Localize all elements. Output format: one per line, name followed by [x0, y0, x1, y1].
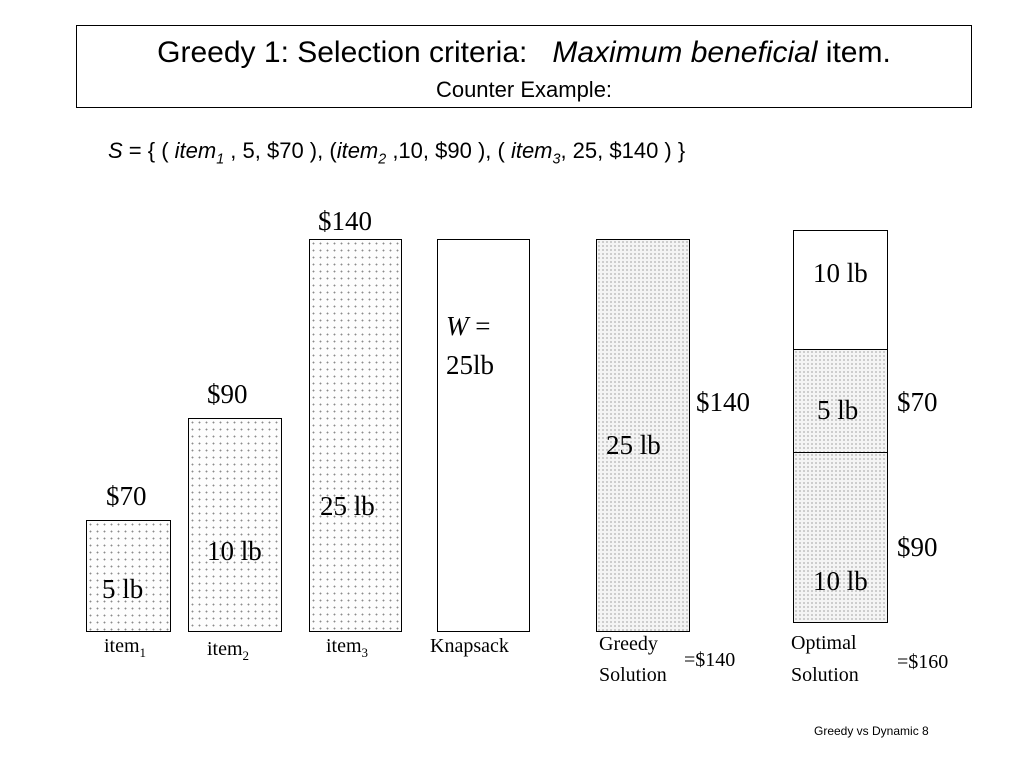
item2-weight: 10 lb: [207, 536, 262, 566]
knapsack-capacity-var: W =: [446, 311, 491, 341]
item1-sub: 1: [216, 151, 225, 168]
greedy-weight: 25 lb: [606, 430, 661, 460]
optimal-bottom-value: $90: [897, 532, 938, 562]
greedy-box: [596, 239, 690, 632]
item2-caption: item2: [207, 638, 250, 663]
set-open: = { (: [122, 138, 175, 163]
optimal-bottom-weight: 10 lb: [813, 566, 868, 596]
item3-sub: 3: [552, 151, 561, 168]
optimal-mid-weight: 5 lb: [817, 395, 859, 425]
item2-name: item: [336, 138, 379, 163]
set-end: , 25, $140 ) }: [560, 138, 686, 163]
item2-sub: 2: [378, 151, 387, 168]
item1-caption: item1: [104, 635, 147, 660]
knapsack-caption: Knapsack: [430, 635, 509, 657]
item2-box: [188, 418, 282, 632]
optimal-mid-value: $70: [897, 387, 938, 417]
optimal-bottom-box: [793, 452, 888, 623]
title-box: Greedy 1: Selection criteria: Maximum be…: [76, 25, 972, 108]
optimal-caption-1: Optimal: [791, 632, 857, 654]
item2-value: $90: [207, 379, 248, 409]
optimal-total: =$160: [897, 651, 949, 673]
item3-box: [309, 239, 402, 632]
greedy-caption-1: Greedy: [599, 633, 658, 655]
title-text-2: item.: [825, 36, 891, 69]
item3-weight: 25 lb: [320, 491, 375, 521]
item1-box: [86, 520, 171, 632]
title-line-1: Greedy 1: Selection criteria: Maximum be…: [77, 36, 971, 70]
set-mid-1: , 5, $70 ), (: [224, 138, 337, 163]
set-mid-2: ,10, $90 ), (: [386, 138, 511, 163]
title-emphasis: Maximum beneficial: [552, 36, 818, 69]
set-definition: S = { ( item1 , 5, $70 ), (item2 ,10, $9…: [108, 138, 685, 167]
set-symbol: S: [108, 138, 123, 163]
knapsack-capacity: 25lb: [446, 350, 495, 380]
greedy-total: =$140: [684, 649, 736, 671]
knapsack-box: [437, 239, 530, 632]
optimal-caption-2: Solution: [791, 664, 859, 686]
slide-footer: Greedy vs Dynamic 8: [814, 724, 929, 738]
subtitle: Counter Example:: [435, 77, 613, 102]
item3-value: $140: [318, 206, 372, 236]
optimal-top-weight: 10 lb: [813, 258, 868, 288]
optimal-top-box: [793, 230, 888, 350]
greedy-value: $140: [696, 387, 750, 417]
item1-name: item: [174, 138, 217, 163]
item1-weight: 5 lb: [102, 574, 144, 604]
title-text-1: Greedy 1: Selection criteria:: [157, 36, 528, 69]
item3-name: item: [510, 138, 553, 163]
greedy-caption-2: Solution: [599, 664, 667, 686]
item3-caption: item3: [326, 635, 369, 660]
item1-value: $70: [106, 481, 147, 511]
